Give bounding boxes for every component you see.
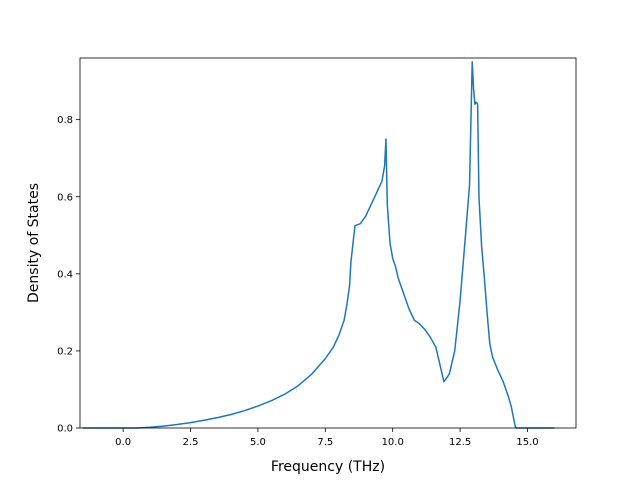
y-axis-label: Density of States [26,183,42,303]
y-tick-label: 0.6 [57,192,73,203]
plot-area [80,58,576,428]
x-tick-label: 10.0 [382,437,404,448]
y-axis-ticks: 0.0 0.2 0.4 0.6 0.8 [57,115,80,435]
x-axis-label: Frequency (THz) [271,459,385,475]
dos-series-line [82,61,555,429]
x-tick-label: 5.0 [250,437,266,448]
y-tick-label: 0.2 [57,346,73,357]
x-tick-label: 7.5 [317,437,333,448]
x-tick-label: 0.0 [115,437,131,448]
y-tick-label: 0.8 [57,115,73,126]
x-tick-label: 15.0 [516,437,538,448]
axes-frame [79,57,577,429]
y-tick-label: 0.4 [57,269,73,280]
x-tick-label: 12.5 [449,437,471,448]
y-tick-label: 0.0 [57,424,73,435]
x-tick-label: 2.5 [183,437,199,448]
